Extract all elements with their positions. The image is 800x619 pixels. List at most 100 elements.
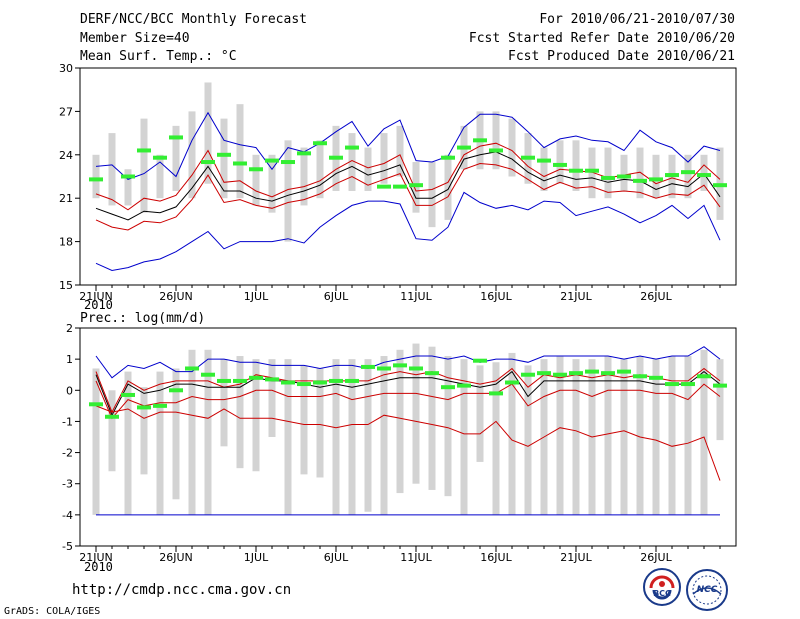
observed-marker <box>665 382 679 387</box>
x-tick-label: 1JUL <box>244 551 269 564</box>
series-line-p25 <box>95 380 721 420</box>
ensemble-range-box <box>572 359 580 515</box>
produced-date: Fcst Produced Date 2010/06/21 <box>508 49 735 64</box>
observed-marker <box>457 145 471 150</box>
observed-marker <box>489 148 503 153</box>
observed-marker <box>457 383 471 388</box>
ensemble-range-box <box>668 356 676 515</box>
ensemble-range-box <box>188 111 196 199</box>
x-tick-label: 26JUL <box>640 290 672 303</box>
observed-marker <box>169 135 183 140</box>
observed-marker <box>409 183 423 188</box>
ensemble-range-box <box>508 118 516 177</box>
ncc-logo-text: NCC <box>696 585 718 595</box>
ensemble-range-box <box>700 349 708 515</box>
observed-marker <box>329 378 343 383</box>
ensemble-range-box <box>588 147 596 199</box>
ensemble-range-box <box>476 365 484 462</box>
chart-panel-2: -5 -4 -3 -2 -1 0 1 2 21JUN 26JUN 1JUL 6JUL 11JUL 16JU… <box>62 322 737 564</box>
observed-marker <box>297 151 311 156</box>
observed-marker <box>217 378 231 383</box>
ensemble-range-box <box>140 118 148 213</box>
ensemble-range-box <box>604 356 612 515</box>
ensemble-range-box <box>364 147 372 191</box>
observed-marker <box>505 380 519 385</box>
panel1-year: 2010 <box>84 298 113 312</box>
observed-marker <box>121 392 135 397</box>
series-line-min <box>95 405 721 481</box>
observed-marker <box>633 178 647 183</box>
observed-marker <box>377 366 391 371</box>
observed-marker <box>281 380 295 385</box>
grads-credit: GrADS: COLA/IGES <box>4 606 101 617</box>
observed-marker <box>537 158 551 163</box>
ncc-logo: NCC <box>683 568 731 612</box>
x-tick-label: 11JUL <box>400 551 432 564</box>
observed-marker <box>601 371 615 376</box>
observed-marker <box>633 374 647 379</box>
x-tick-label: 21JUL <box>560 290 592 303</box>
ensemble-range-box <box>364 359 372 512</box>
ensemble-range-box <box>508 352 516 515</box>
ensemble-range-box <box>396 349 404 494</box>
observed-marker <box>713 183 727 188</box>
ensemble-range-box <box>140 387 148 475</box>
ensemble-range-box <box>108 390 116 472</box>
ensemble-range-box <box>220 359 228 447</box>
observed-marker <box>345 378 359 383</box>
ensemble-range-box <box>652 359 660 515</box>
observed-marker <box>329 155 343 160</box>
y-tick-label: 21 <box>59 192 73 205</box>
x-tick-label: 6JUL <box>324 290 349 303</box>
bcc-logo-text: BCC <box>653 589 671 598</box>
ensemble-range-box <box>108 133 116 206</box>
ensemble-range-box <box>316 140 324 199</box>
ensemble-range-box <box>492 362 500 515</box>
observed-marker <box>233 378 247 383</box>
y-tick-label: -3 <box>62 478 73 491</box>
ensemble-range-box <box>412 162 420 213</box>
y-tick-label: 27 <box>59 105 73 118</box>
ensemble-range-box <box>380 133 388 184</box>
observed-marker <box>441 155 455 160</box>
observed-marker <box>105 414 119 419</box>
forecast-period: For 2010/06/21-2010/07/30 <box>539 12 735 27</box>
ensemble-range-box <box>92 368 100 515</box>
y-tick-label: 0 <box>66 384 73 397</box>
observed-marker <box>489 391 503 396</box>
observed-marker <box>249 375 263 380</box>
observed-marker <box>601 175 615 180</box>
y-tick-label: -4 <box>62 509 73 522</box>
ensemble-range-box <box>284 140 292 242</box>
x-tick-label: 26JUN <box>159 551 193 564</box>
observed-marker <box>713 383 727 388</box>
observed-marker <box>217 152 231 157</box>
observed-marker <box>617 369 631 374</box>
observed-marker <box>697 374 711 379</box>
ensemble-range-box <box>156 371 164 515</box>
x-tick-label: 21JUL <box>560 551 592 564</box>
x-tick-label: 21JUN <box>79 290 113 303</box>
ensemble-range-box <box>524 365 532 515</box>
observed-marker <box>233 161 247 166</box>
ensemble-range-box <box>444 356 452 497</box>
ensemble-range-box <box>620 359 628 515</box>
observed-marker <box>153 403 167 408</box>
x-tick-label: 21JUN <box>79 551 113 564</box>
ensemble-range-box <box>444 154 452 220</box>
chart-panel-1: 15 18 21 24 27 30 21JUN 26JUN 1JUL 6JUL 11JUL 16JUL… <box>59 62 737 303</box>
ensemble-range-box <box>124 169 132 206</box>
ensemble-range-box <box>332 359 340 515</box>
observed-marker <box>521 155 535 160</box>
ensemble-range-box <box>236 104 244 199</box>
ensemble-range-box <box>156 154 164 199</box>
observed-marker <box>681 170 695 175</box>
observed-marker <box>393 184 407 189</box>
observed-marker <box>265 377 279 382</box>
observed-marker <box>297 382 311 387</box>
observed-marker <box>585 168 599 173</box>
observed-marker <box>313 380 327 385</box>
plot-frame <box>79 327 737 547</box>
ensemble-range-box <box>284 359 292 515</box>
y-tick-label: -2 <box>62 447 73 460</box>
